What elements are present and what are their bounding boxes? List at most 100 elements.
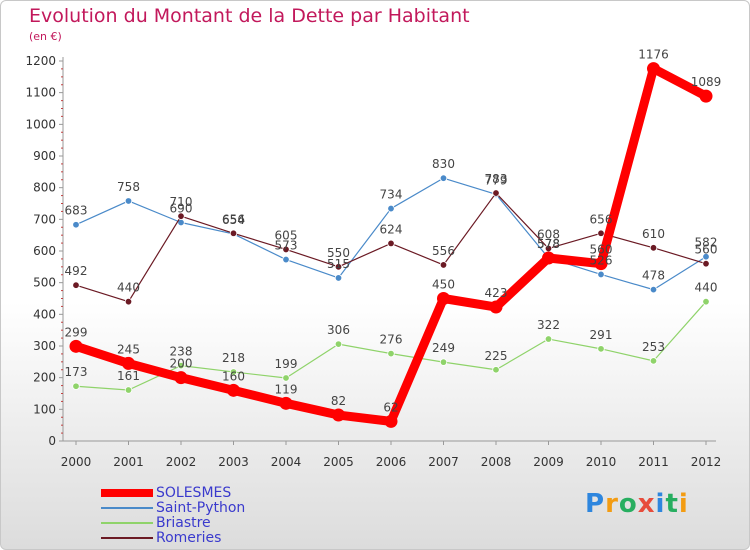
data-label: 526	[590, 253, 613, 267]
data-point	[597, 229, 605, 237]
data-point	[387, 349, 395, 358]
logo-letter: i	[678, 489, 689, 519]
y-tick-label: 0	[48, 434, 56, 448]
logo-letter: P	[585, 489, 606, 519]
logo-letter: t	[665, 489, 679, 519]
data-label: 830	[432, 157, 455, 171]
series-layer	[69, 62, 713, 428]
legend-swatch	[101, 537, 153, 539]
data-label: 758	[117, 180, 140, 194]
data-label: 200	[170, 357, 193, 371]
data-labels-layer: 299 245 200 160 119 82 62 450 423 578 560 1176 1089 6…	[65, 48, 722, 415]
data-point	[332, 408, 345, 422]
data-label: 578	[537, 237, 560, 251]
data-point	[649, 357, 658, 365]
y-tick-label: 900	[33, 149, 56, 163]
data-label: 450	[432, 278, 455, 292]
data-point	[177, 361, 185, 370]
data-label: 322	[537, 318, 560, 332]
data-label: 173	[65, 365, 88, 379]
data-label: 423	[485, 286, 508, 300]
x-tick-label: 2004	[271, 455, 302, 469]
x-tick-label: 2005	[323, 455, 354, 469]
data-label: 556	[432, 244, 455, 258]
data-label: 1089	[691, 75, 722, 89]
legend-label: Romeries	[156, 530, 222, 546]
data-point	[279, 396, 293, 410]
data-point	[387, 204, 395, 213]
data-point	[72, 221, 80, 229]
legend-swatch	[101, 489, 153, 497]
data-label: 492	[65, 264, 88, 278]
data-point	[72, 382, 80, 390]
data-point	[229, 368, 238, 376]
data-point	[334, 263, 343, 271]
data-label: 1176	[638, 48, 669, 62]
data-point	[597, 270, 605, 279]
data-label: 573	[275, 239, 298, 253]
data-point	[597, 345, 605, 353]
chart-title: Evolution du Montant de la Dette par Hab…	[29, 5, 470, 27]
data-point	[649, 285, 658, 294]
data-label: 291	[590, 328, 613, 342]
data-point	[439, 358, 448, 366]
data-label: 515	[327, 257, 350, 271]
data-point	[542, 251, 555, 265]
data-label: 779	[485, 173, 508, 187]
y-tick-label: 200	[33, 371, 56, 385]
x-tick-label: 2008	[481, 455, 512, 469]
data-label: 560	[695, 243, 718, 257]
data-label: 218	[222, 351, 245, 365]
data-label: 238	[170, 345, 193, 359]
x-tick-label: 2010	[586, 455, 617, 469]
data-point	[174, 371, 188, 385]
x-tick-label: 2012	[691, 455, 722, 469]
logo-letter: o	[618, 489, 638, 519]
data-label: 62	[383, 400, 398, 414]
data-label: 582	[695, 236, 718, 250]
y-tick-label: 800	[33, 181, 56, 195]
axes: 0 100 200 300 400 500 600 700 800 900 1000 1100 1200…	[25, 54, 721, 469]
data-point	[649, 244, 658, 252]
data-point	[384, 414, 398, 428]
legend-label: SOLESMES	[156, 485, 232, 501]
data-point	[647, 62, 660, 76]
line-chart: 0 100 200 300 400 500 600 700 800 900 1000 1100 1200…	[25, 48, 722, 469]
data-point	[72, 281, 80, 289]
data-label: 710	[170, 195, 193, 209]
data-label: 119	[275, 382, 298, 396]
data-point	[177, 212, 185, 220]
legend-label: Briastre	[156, 515, 211, 531]
data-label: 245	[117, 342, 140, 356]
data-label: 783	[485, 172, 508, 186]
data-point	[124, 386, 133, 394]
x-tick-label: 2009	[533, 455, 564, 469]
data-label: 605	[275, 228, 298, 242]
data-point	[544, 335, 553, 343]
data-point	[229, 229, 238, 237]
data-point	[282, 245, 290, 254]
data-point	[334, 340, 343, 348]
data-label: 299	[65, 325, 88, 339]
data-point	[334, 274, 343, 282]
y-tick-label: 1200	[25, 54, 56, 68]
data-label: 578	[537, 237, 560, 251]
data-label: 478	[642, 269, 665, 283]
data-label: 656	[222, 212, 245, 226]
data-point	[439, 174, 448, 182]
data-point	[69, 339, 83, 353]
data-label: 610	[642, 227, 665, 241]
y-tick-label: 700	[33, 212, 56, 226]
logo-letter: i	[655, 489, 666, 519]
data-label: 440	[695, 281, 718, 295]
legend-swatch	[101, 522, 153, 524]
data-label: 550	[327, 246, 350, 260]
data-point	[437, 292, 450, 305]
data-label: 683	[65, 204, 88, 218]
y-tick-label: 600	[33, 244, 56, 258]
data-label: 608	[537, 227, 560, 241]
data-label: 440	[117, 281, 140, 295]
data-label: 654	[222, 213, 245, 227]
data-label: 560	[590, 243, 613, 257]
